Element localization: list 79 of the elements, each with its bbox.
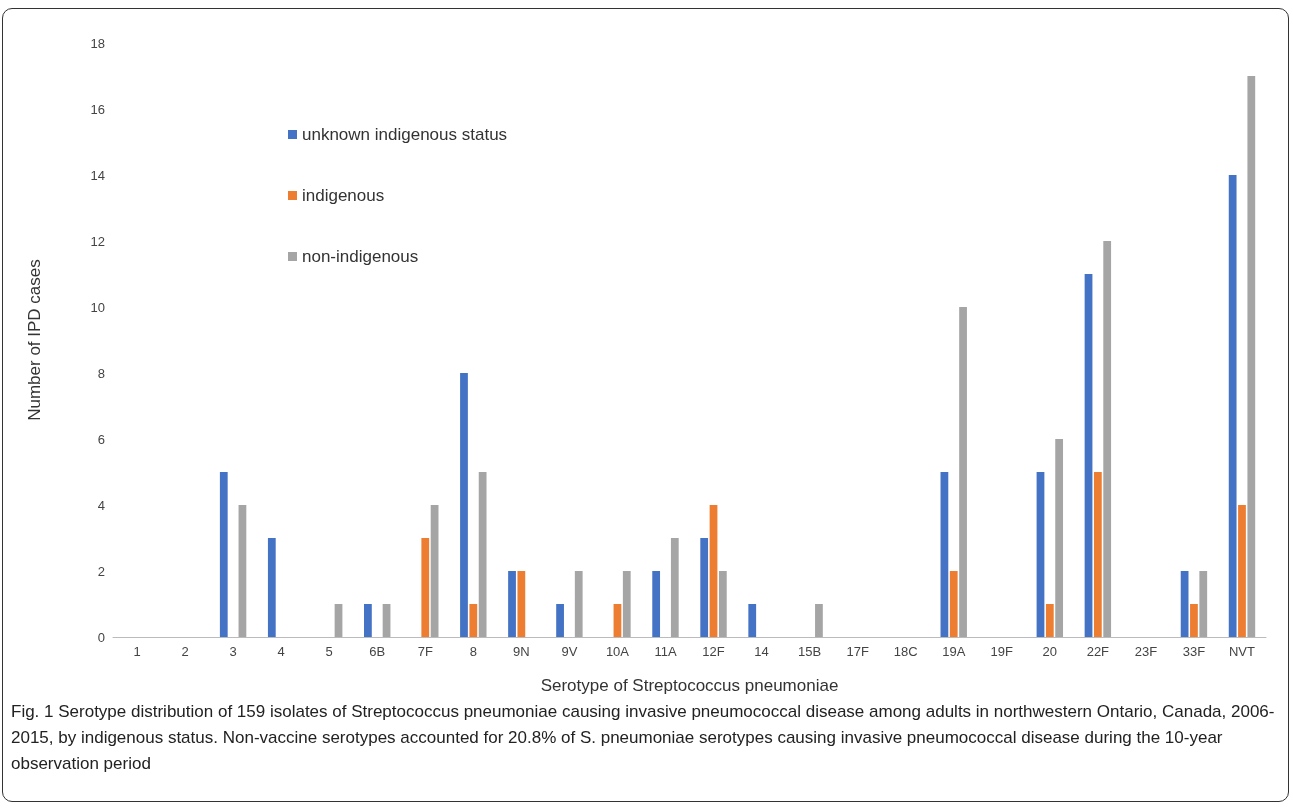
bar [1228, 175, 1237, 637]
x-tick-label: 19F [990, 644, 1014, 659]
bar [1247, 76, 1256, 637]
y-tick-label: 6 [97, 431, 105, 447]
bar [1190, 604, 1198, 637]
y-tick-label: 18 [90, 35, 105, 51]
y-tick-label: 12 [90, 233, 105, 249]
bar [815, 604, 823, 637]
bar [508, 571, 516, 637]
legend-label: unknown indigenous status [302, 125, 508, 144]
x-tick-label: 15B [798, 644, 822, 659]
y-tick-label: 2 [97, 563, 105, 579]
x-tick-label: 4 [277, 644, 285, 659]
bar [556, 604, 564, 637]
bar [700, 538, 709, 637]
x-tick-label: 8 [469, 644, 477, 659]
bar [959, 307, 967, 637]
y-tick-label: 4 [97, 497, 105, 513]
x-tick-label: 6B [369, 644, 386, 659]
x-tick-label: 23F [1134, 644, 1158, 659]
bar [238, 505, 247, 637]
x-tick-label: 17F [846, 644, 869, 659]
bar [622, 571, 631, 637]
bar [364, 604, 372, 637]
x-tick-label: 3 [229, 644, 237, 659]
bar [670, 538, 679, 637]
bar [940, 472, 949, 637]
bar [613, 604, 622, 637]
x-tick-label: 19A [942, 644, 966, 659]
legend-label: non-indigenous [302, 247, 419, 266]
bar [574, 571, 583, 637]
y-tick-label: 0 [97, 629, 105, 645]
x-tick-label: 14 [754, 644, 769, 659]
y-tick-label: 16 [90, 101, 105, 117]
bar [748, 604, 757, 637]
legend-label: indigenous [302, 186, 385, 205]
bar [1238, 505, 1246, 637]
x-tick-label: NVT [1228, 644, 1256, 659]
y-tick-label: 14 [90, 167, 105, 183]
caption: Fig. 1 Serotype distribution of 159 isolates of Streptococcus pneumoniae causing invasive pneumococcal disease among adults in northwestern Ontario, Canada, 2006-2015, by indigenous status. Non-vaccine serotypes accounted for 20.8% of S. pneumoniae serotypes causing invasive pneumococcal disease during the 10-year observation period [11, 701, 1276, 775]
bar [460, 373, 468, 637]
x-tick-label: 11A [654, 644, 677, 659]
x-tick-label: 20 [1042, 644, 1058, 659]
x-tick-label: 9N [513, 644, 530, 659]
bar [1103, 241, 1112, 637]
x-axis-title: Serotype of Streptococcus pneumoniae [540, 676, 839, 695]
x-tick-label: 7F [417, 644, 433, 659]
bar [334, 604, 343, 637]
bar [709, 505, 718, 637]
bar [219, 472, 228, 637]
bar [1036, 472, 1045, 637]
y-axis-title: Number of IPD cases [25, 259, 44, 421]
bar [1055, 439, 1064, 637]
bar [652, 571, 661, 637]
x-tick-label: 10A [605, 644, 630, 659]
bar [382, 604, 391, 637]
bar [949, 571, 958, 637]
y-tick-label: 10 [90, 299, 105, 315]
x-tick-label: 1 [133, 644, 141, 659]
bar [469, 604, 478, 637]
x-tick-label: 18C [893, 644, 918, 659]
bar [421, 538, 430, 637]
bar [517, 571, 526, 637]
x-tick-label: 12F [702, 644, 725, 659]
bar [718, 571, 727, 637]
bar [1045, 604, 1054, 637]
x-tick-label: 5 [325, 644, 333, 659]
bar [1084, 274, 1093, 637]
x-tick-label: 22F [1086, 644, 1110, 659]
x-tick-label: 9V [561, 644, 578, 659]
x-tick-label: 33F [1182, 644, 1206, 659]
y-tick-label: 8 [97, 365, 105, 381]
bar [1199, 571, 1208, 637]
x-tick-label: 2 [181, 644, 189, 659]
bar [430, 505, 439, 637]
bar [478, 472, 487, 637]
bar [1093, 472, 1102, 637]
bar [267, 538, 276, 637]
bar [1180, 571, 1189, 637]
